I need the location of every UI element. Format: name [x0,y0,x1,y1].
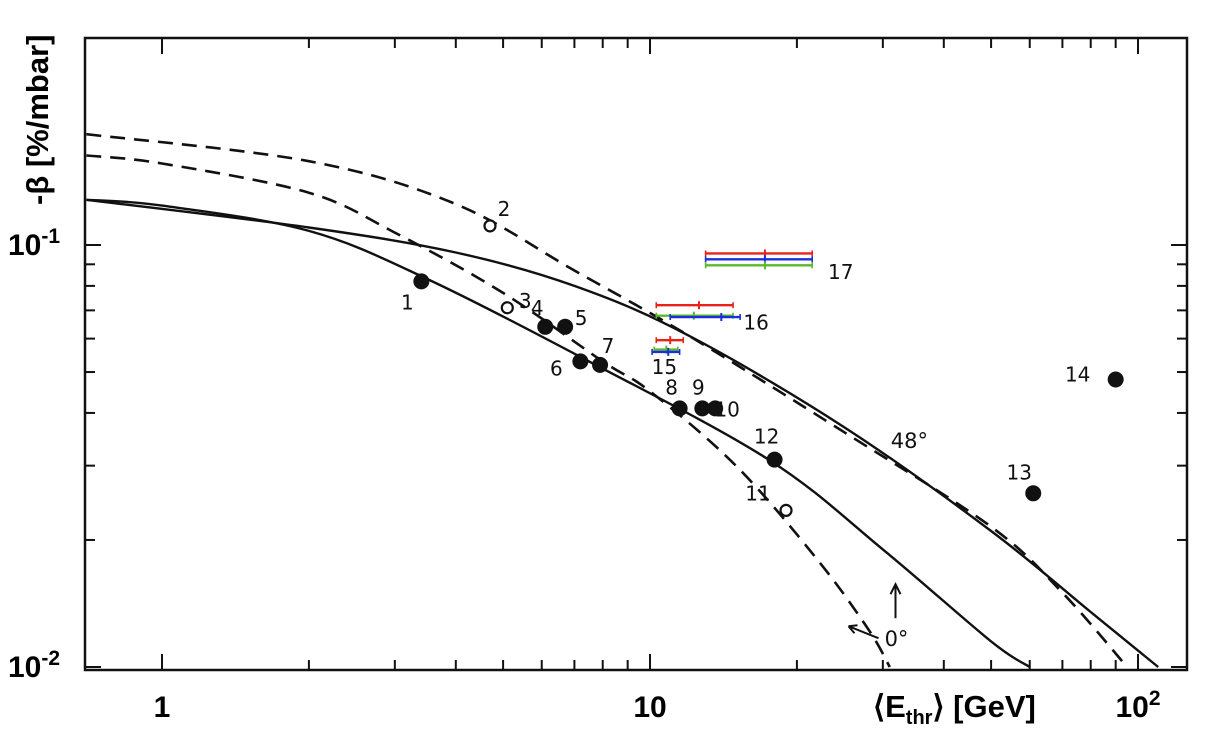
data-point-5 [557,318,574,335]
annotation-2: 0° [885,627,909,651]
curve-dashed-3 [86,154,891,668]
curve-solid-1 [86,198,1031,669]
curve-dashed-4 [86,132,1129,668]
error-bars: 15 16 17 [651,249,854,379]
point-label-13: 13 [1007,460,1032,484]
point-label-6: 6 [550,356,563,380]
data-point-2 [483,219,497,233]
point-label-12: 12 [754,425,779,449]
plot-frame [83,36,1189,672]
y-tick-label: 10-2 [8,647,60,684]
axis-ticks [85,38,1187,670]
data-point-1 [413,273,430,290]
y-tick-label: 10-1 [8,225,60,262]
data-point-4 [537,318,554,335]
x-axis-label-tail: ⟩ [GeV] [932,689,1035,724]
data-point-8 [671,400,688,417]
point-label-10: 10 [714,397,739,421]
error-bar-label-15: 15 [652,355,677,379]
error-bar-label-16: 16 [743,311,768,335]
point-label-11: 11 [745,481,770,505]
y-axis-label: -β [%/mbar] [20,35,55,206]
data-point-14 [1107,371,1124,388]
x-axis-label-sub: thr [906,707,933,729]
data-point-9 [694,400,711,417]
point-label-7: 7 [602,334,615,358]
x-tick-labels: 1 10 102 [154,687,1161,724]
x-axis-label-main: ⟨E [873,689,906,724]
x-axis-label: ⟨Ethr⟩ [GeV] [873,689,1036,729]
point-label-1: 1 [401,290,414,314]
theory-curves [86,132,1159,669]
data-point-11 [779,503,793,518]
data-point-10 [707,400,724,417]
data-point-7 [592,356,609,373]
annotation-1: 48° [891,429,928,453]
data-point-13 [1025,485,1042,502]
x-tick-label: 1 [154,691,171,724]
curve-annotations: 48° 0° [847,429,928,651]
point-label-14: 14 [1065,363,1090,387]
error-bar-label-17: 17 [828,260,853,284]
point-label-5: 5 [575,306,588,330]
point-label-9: 9 [692,375,705,399]
arrow-0deg-left [848,625,879,640]
data-point-3 [500,301,514,315]
x-tick-label: 10 [633,691,666,724]
data-point-12 [766,451,783,468]
point-label-4: 4 [531,296,544,320]
point-label-2: 2 [498,197,511,221]
point-label-8: 8 [665,375,678,399]
data-point-6 [572,353,589,370]
arrowhead-0deg-up [889,581,902,595]
arrowhead-0deg-left [847,624,858,634]
point-label-3: 3 [519,289,532,313]
y-tick-labels: 10-1 10-2 [8,225,60,684]
x-tick-label: 102 [1115,687,1160,724]
